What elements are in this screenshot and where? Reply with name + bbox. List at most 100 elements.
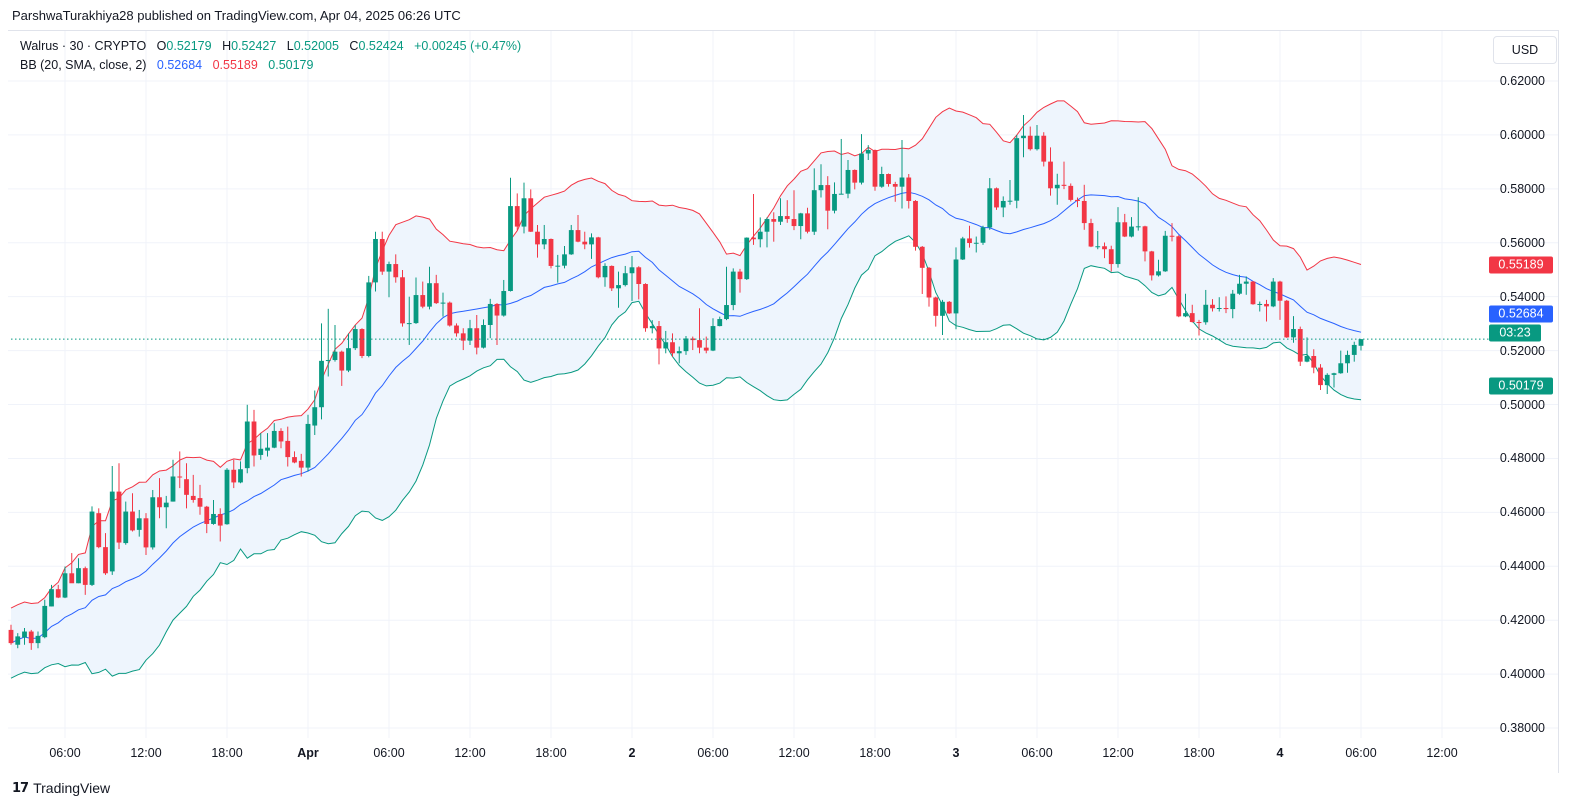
candle-body [1156,271,1161,276]
candle-up [1034,124,1040,151]
candle-down [1196,319,1202,336]
candle-body [649,326,655,329]
candle-down [528,189,534,232]
candle-up [481,319,486,349]
candle-body [622,273,628,286]
candle-up [602,263,608,287]
candle-up [663,330,669,354]
candle-body [656,326,662,349]
symbol-legend[interactable]: Walrus · 30 · CRYPTO O0.52179 H0.52427 L… [20,39,521,53]
candle-down [217,508,223,542]
indicator-name: BB (20, SMA, close, 2) [20,58,147,72]
candle-up [980,225,986,245]
candle-body [987,188,993,228]
candle-body [886,174,891,184]
candle-up [1230,289,1236,319]
candle-down [636,266,642,300]
low-label: L [286,39,294,53]
candle-body [589,237,594,245]
candle-down [595,236,601,279]
candle-body [568,230,574,255]
candle-up [899,140,905,209]
grid-lines [8,31,1558,738]
open-value: 0.52179 [166,39,212,53]
candle-down [1102,242,1107,259]
candle-down [514,193,520,231]
candle-up [1054,173,1060,205]
candle-body [798,213,804,227]
candle-body [818,185,824,191]
candle-body [89,511,95,585]
candle-body [143,518,149,548]
candle-up [170,459,176,502]
candle-up [1129,217,1134,238]
candle-body [474,328,480,348]
candle-up [224,468,230,525]
high-label: H [222,39,232,53]
bb-lower-line [10,235,1362,679]
time-tick-label: 12:00 [130,746,162,760]
candle-body [447,302,453,326]
candle-body [926,267,932,298]
candle-down [582,231,588,250]
currency-button[interactable]: USD [1493,36,1557,64]
logo-text: TradingView [33,780,111,796]
time-tick-label: 06:00 [1021,746,1053,760]
candle-body [764,219,770,232]
candle-up [89,506,95,586]
candle-body [676,351,682,354]
candle-down [1210,299,1215,312]
candle-up [1183,293,1188,318]
candle-up [501,279,507,317]
candle-down [825,176,831,230]
indicator-legend[interactable]: BB (20, SMA, close, 2) 0.52684 0.55189 0… [20,58,313,72]
candle-up [1358,339,1364,351]
candle-body [1142,226,1148,252]
tradingview-logo[interactable]: 𝟭𝟳 TradingView [12,780,110,796]
candle-up [136,509,142,537]
candle-body [325,360,331,362]
candle-body [1122,222,1128,237]
candle-body [352,329,358,349]
candle-down [643,283,648,332]
candle-body [373,238,378,283]
candle-up [62,566,68,599]
candle-body [177,476,183,478]
candle-body [521,198,527,227]
candle-down [251,409,257,467]
candle-body [116,491,122,543]
candle-up [319,323,324,420]
candle-body [1135,226,1141,228]
candle-up [1000,196,1006,218]
candle-up [1243,276,1249,295]
candle-body [710,326,716,351]
candle-down [872,149,878,191]
candle-up [521,182,527,234]
candle-body [508,206,513,292]
candle-up [109,465,115,575]
time-tick-label: 06:00 [49,746,81,760]
candle-body [69,573,75,584]
candle-down [697,308,702,354]
candle-down [400,269,405,327]
candle-down [474,315,480,355]
candle-body [1048,161,1053,189]
candle-body [791,219,797,227]
bb-upper-value: 0.55189 [212,58,258,72]
bb-fill [11,100,1361,679]
candle-up [22,628,27,645]
candle-down [1048,147,1053,196]
candle-body [1223,308,1229,310]
candle-body [528,198,534,232]
candle-body [292,457,297,463]
candle-down [1149,250,1155,281]
candle-up [1345,350,1350,373]
candle-up [211,499,216,525]
candle-up [1338,350,1344,374]
candle-body [1311,355,1317,368]
candle-body [15,636,21,645]
candle-body [541,238,547,245]
candle-up [244,404,250,474]
candle-down [204,505,210,534]
